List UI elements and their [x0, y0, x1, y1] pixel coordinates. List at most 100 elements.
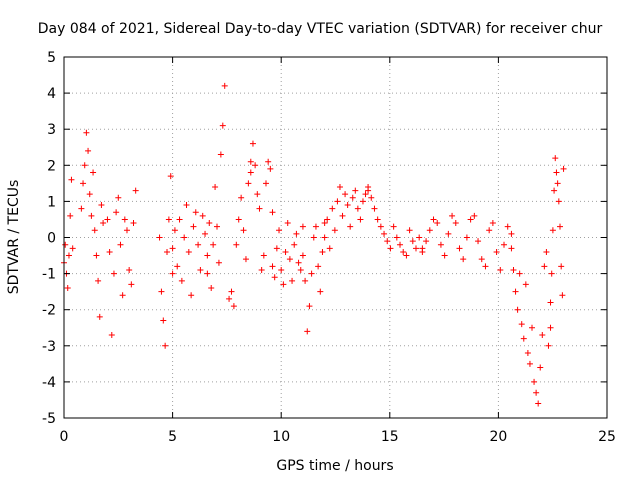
data-point	[247, 169, 254, 176]
y-tick-label: -2	[42, 303, 56, 319]
data-point	[247, 158, 254, 165]
data-point	[329, 205, 336, 212]
data-point	[384, 238, 391, 245]
data-point	[551, 187, 558, 194]
data-point	[85, 147, 92, 154]
data-point	[83, 129, 90, 136]
x-tick-label: 5	[168, 429, 177, 445]
data-point	[352, 187, 359, 194]
data-point	[306, 303, 313, 310]
data-point	[80, 180, 87, 187]
data-point	[164, 248, 171, 255]
data-point	[412, 245, 419, 252]
data-point	[65, 252, 72, 259]
data-point	[339, 212, 346, 219]
data-point	[228, 288, 235, 295]
data-point	[381, 230, 388, 237]
data-point	[235, 216, 242, 223]
data-point	[510, 266, 517, 273]
data-point	[210, 241, 217, 248]
data-point	[537, 364, 544, 371]
data-point	[312, 223, 319, 230]
y-tick-label: 0	[47, 231, 56, 247]
data-point	[276, 227, 283, 234]
data-point	[463, 234, 470, 241]
data-point	[299, 252, 306, 259]
data-point	[531, 378, 538, 385]
data-point	[539, 331, 546, 338]
data-point	[359, 198, 366, 205]
data-point	[545, 342, 552, 349]
data-point	[169, 245, 176, 252]
data-point	[518, 321, 525, 328]
data-point	[541, 263, 548, 270]
data-point	[215, 259, 222, 266]
axis-ticks: 0 5 10 15 20 25 -5 -4 -3 -2 -1 0 1 2 3 4 5	[42, 50, 616, 445]
data-point	[535, 400, 542, 407]
data-point	[516, 270, 523, 277]
data-point	[493, 248, 500, 255]
data-point	[508, 230, 515, 237]
grid-lines	[64, 57, 607, 418]
data-point	[282, 248, 289, 255]
data-point	[371, 205, 378, 212]
data-point	[183, 202, 190, 209]
data-point	[174, 263, 181, 270]
data-point	[104, 216, 111, 223]
data-point	[217, 151, 224, 158]
data-point	[267, 165, 274, 172]
data-point	[365, 187, 372, 194]
data-point	[317, 288, 324, 295]
data-point	[230, 303, 237, 310]
data-point	[302, 277, 309, 284]
data-point	[549, 227, 556, 234]
data-point	[397, 241, 404, 248]
plot-frame	[63, 56, 608, 419]
data-point	[260, 252, 267, 259]
data-point	[199, 212, 206, 219]
data-point	[406, 227, 413, 234]
data-point	[258, 266, 265, 273]
data-point	[212, 183, 219, 190]
data-point	[242, 256, 249, 263]
data-point	[128, 281, 135, 288]
data-point	[96, 313, 103, 320]
data-point	[423, 238, 430, 245]
y-tick-label: -4	[42, 375, 56, 391]
y-tick-label: -3	[42, 339, 56, 355]
data-point	[368, 194, 375, 201]
data-point	[121, 216, 128, 223]
data-point	[90, 169, 97, 176]
data-point	[249, 140, 256, 147]
data-point	[295, 259, 302, 266]
data-point	[393, 234, 400, 241]
data-point	[202, 230, 209, 237]
data-point	[113, 209, 120, 216]
data-point	[190, 223, 197, 230]
data-point	[126, 266, 133, 273]
data-point	[67, 212, 74, 219]
data-point	[214, 223, 221, 230]
data-point	[195, 241, 202, 248]
data-point	[132, 187, 139, 194]
data-point	[176, 216, 183, 223]
data-point	[181, 234, 188, 241]
data-point	[106, 248, 113, 255]
data-point	[304, 328, 311, 335]
data-point	[331, 227, 338, 234]
data-point	[91, 227, 98, 234]
data-point	[347, 223, 354, 230]
data-point	[310, 234, 317, 241]
data-point	[226, 295, 233, 302]
data-point	[475, 238, 482, 245]
y-axis-label: SDTVAR / TECUs	[6, 180, 22, 295]
data-point	[315, 263, 322, 270]
data-point	[221, 82, 228, 89]
data-point	[252, 162, 259, 169]
data-point	[557, 223, 564, 230]
data-point	[68, 176, 75, 183]
data-point	[100, 220, 107, 227]
data-point	[93, 252, 100, 259]
y-tick-label: 4	[47, 86, 56, 102]
data-point	[508, 245, 515, 252]
